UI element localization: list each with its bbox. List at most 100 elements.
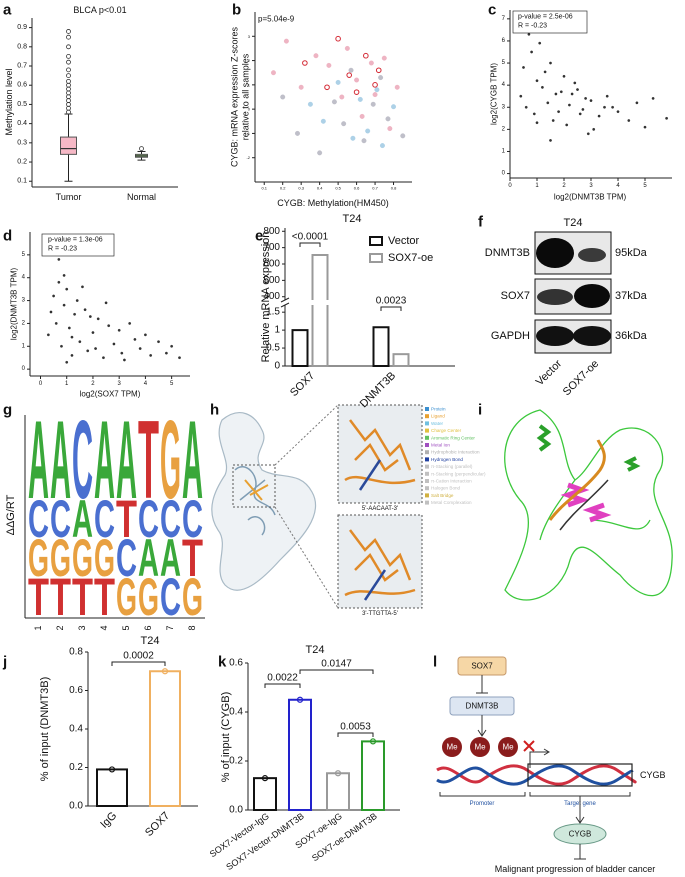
point — [346, 72, 353, 78]
motif-letter: T — [72, 568, 93, 627]
motif-letter: G — [116, 568, 137, 627]
y-tick-label: 0.5 — [266, 343, 280, 354]
dna-sticks-top — [344, 419, 416, 485]
sequence-label: 5'-AACAAT-3' — [362, 506, 398, 512]
point — [568, 103, 571, 107]
motif-letter: G — [138, 568, 159, 627]
legend-label: Hydrogen Bond — [431, 457, 463, 462]
point — [302, 60, 308, 66]
motif-letter: C — [182, 490, 203, 549]
x-tick-label: 0.8 — [391, 186, 397, 191]
x-tick-label: 0.4 — [317, 186, 323, 191]
bar-dot — [334, 770, 342, 777]
point — [616, 110, 620, 114]
sequence-label: 3'-TTGTTA-5' — [362, 611, 398, 617]
axis-break — [281, 300, 455, 305]
bar — [288, 698, 312, 811]
band — [573, 326, 611, 346]
y-tick-label: 1 — [502, 148, 506, 154]
protein-surface — [211, 412, 317, 591]
y-tick-label: 2 — [248, 58, 251, 63]
legend-swatch — [425, 486, 429, 491]
y-axis-label: % of input (DNMT3B) — [39, 677, 51, 782]
point — [597, 114, 601, 118]
point — [372, 82, 378, 88]
break-mark — [280, 297, 290, 303]
panel-letter: k — [218, 654, 227, 671]
legend-swatch — [425, 443, 429, 447]
y-tick-label: 0 — [248, 107, 251, 112]
x-tick-label: 4 — [144, 381, 148, 387]
point — [368, 60, 374, 66]
zoom-region — [232, 464, 276, 508]
panel-letter: b — [232, 2, 241, 19]
dna-strand-2 — [559, 479, 609, 531]
point — [535, 121, 539, 125]
legend-label: Charge Center — [431, 428, 462, 433]
size-label: 37kDa — [615, 290, 648, 302]
helix-green — [536, 424, 641, 472]
x-axis-label: CYGB: Methylation(HM450) — [277, 198, 389, 208]
legend-swatch — [425, 428, 429, 433]
y-tick-label: 5 — [22, 252, 26, 258]
methyl-group — [498, 737, 518, 757]
y-tick-label: 0.1 — [17, 178, 27, 185]
outcome-label: Malignant progression of bladder cancer — [495, 864, 656, 874]
inhibit-arrow — [574, 844, 586, 860]
y-tick-label: 0.0 — [69, 801, 83, 812]
point — [52, 294, 55, 298]
motif-letter: C — [160, 490, 181, 549]
bar — [253, 777, 277, 812]
point — [49, 310, 53, 314]
y-axis-label: ΔΔG/RT — [5, 494, 17, 535]
motif-letter: A — [160, 529, 181, 588]
chart-title: T24 — [343, 213, 362, 225]
chart-title: T24 — [306, 644, 325, 656]
point — [165, 351, 168, 355]
y-tick-label: 800 — [263, 226, 280, 237]
point — [320, 118, 326, 124]
y-axis-label: % of input (CYGB) — [220, 692, 232, 782]
position-label: 3 — [77, 625, 87, 630]
point — [313, 53, 319, 59]
band — [578, 248, 606, 262]
point — [365, 128, 371, 134]
y-tick-label: 0.8 — [17, 43, 27, 50]
point — [387, 126, 393, 132]
point — [370, 101, 376, 107]
legend-label: Water — [431, 421, 444, 426]
point — [375, 67, 382, 74]
arrow — [575, 796, 585, 824]
y-tick-label: 0 — [274, 361, 280, 372]
point — [102, 356, 105, 360]
motif-letter: T — [182, 529, 203, 588]
point — [62, 274, 66, 277]
motif-letter: A — [50, 398, 71, 522]
point — [298, 84, 304, 90]
zoom-lines — [274, 404, 339, 609]
point — [573, 81, 577, 85]
point — [70, 354, 74, 357]
point — [524, 105, 528, 109]
point — [592, 128, 596, 131]
legend-label: Salt Bridge — [431, 493, 454, 498]
box — [60, 136, 77, 155]
motif-letter: T — [138, 398, 159, 522]
legend-label: Vector — [388, 235, 420, 247]
y-tick-label: 700 — [263, 242, 280, 253]
point — [70, 335, 74, 339]
point — [551, 119, 555, 122]
point — [543, 70, 547, 74]
point — [374, 87, 380, 93]
annotation-box — [41, 233, 115, 257]
motif-letter: A — [182, 398, 203, 522]
legend-label: Aromatic Ring Center — [431, 435, 475, 440]
point — [361, 138, 367, 144]
motif-letter: A — [72, 490, 93, 549]
annotation: p-value = 2.5e-06 — [518, 14, 573, 21]
x-tick-label: 2 — [91, 381, 95, 387]
point — [557, 110, 560, 114]
legend-swatch — [369, 253, 383, 263]
legend-swatch — [425, 471, 429, 476]
legend-label: Hydrophobic Interaction — [431, 450, 480, 455]
